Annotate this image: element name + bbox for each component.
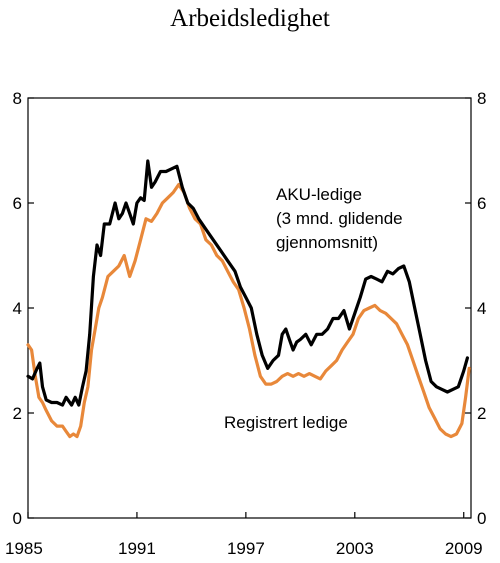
x-tick-label: 1997: [227, 539, 265, 558]
y-tick-label-left: 8: [13, 89, 22, 108]
y-tick-label-right: 2: [477, 404, 486, 423]
y-tick-label-left: 2: [13, 404, 22, 423]
annotations: AKU-ledige (3 mnd. glidende gjennomsnitt) R…: [224, 185, 403, 432]
series-group: [26, 159, 471, 439]
chart-title: Arbeidsledighet: [170, 5, 330, 32]
y-tick-label-right: 0: [477, 509, 486, 528]
x-tick-label: 1985: [5, 539, 43, 558]
annotation-registrert-line: Registrert ledige: [224, 413, 348, 432]
y-tick-label-right: 6: [477, 194, 486, 213]
plot-frame: [27, 97, 472, 519]
y-tick-label-left: 4: [13, 299, 22, 318]
annotation-aku-line: (3 mnd. glidende: [276, 209, 403, 228]
y-tick-label-right: 4: [477, 299, 486, 318]
y-tick-label-left: 0: [13, 509, 22, 528]
x-tick-label: 2009: [445, 539, 483, 558]
annotation-aku-line: gjennomsnitt): [276, 233, 378, 252]
series-line-registrert: [26, 183, 471, 439]
y-axis-right: 0 2 4 6 8: [465, 89, 486, 528]
y-axis-left: 0 2 4 6 8: [13, 89, 34, 528]
x-axis: 1985 1991 1997 2003 2009: [5, 512, 483, 558]
series-line-aku: [26, 159, 469, 407]
x-tick-label: 2003: [336, 539, 374, 558]
annotation-aku-line: AKU-ledige: [276, 185, 362, 204]
y-tick-label-right: 8: [477, 89, 486, 108]
x-tick-label: 1991: [118, 539, 156, 558]
y-tick-label-left: 6: [13, 194, 22, 213]
